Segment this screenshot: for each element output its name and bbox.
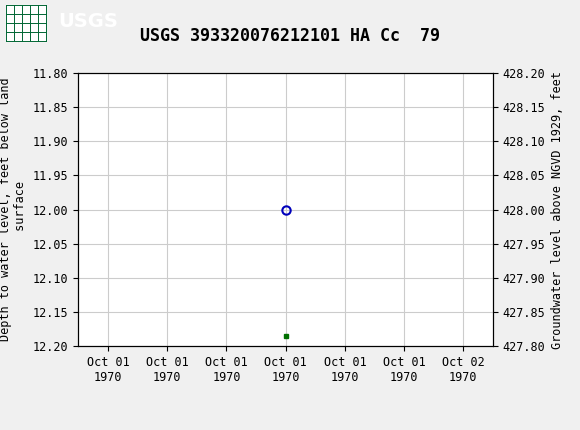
Text: USGS 393320076212101 HA Cc  79: USGS 393320076212101 HA Cc 79 [140,27,440,45]
FancyBboxPatch shape [6,4,46,41]
Text: USGS: USGS [58,12,118,31]
Y-axis label: Depth to water level, feet below land
 surface: Depth to water level, feet below land su… [0,78,27,341]
Y-axis label: Groundwater level above NGVD 1929, feet: Groundwater level above NGVD 1929, feet [551,71,564,349]
Legend: Period of approved data: Period of approved data [180,427,392,430]
